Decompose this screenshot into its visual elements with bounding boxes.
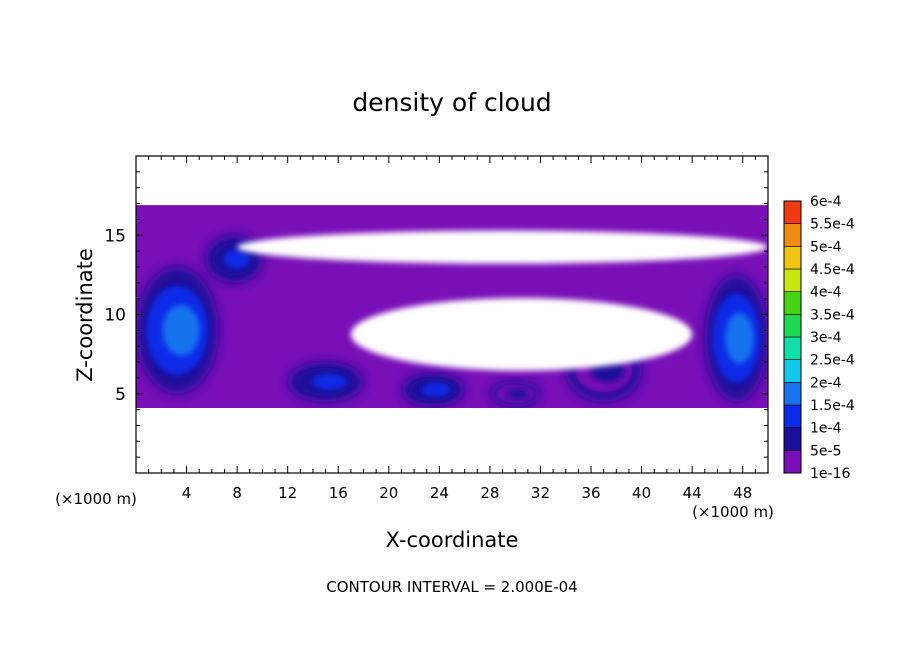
x-unit-label: (×1000 m) [55,490,137,508]
colorbar-swatch [783,291,802,315]
dense-patch-core [421,383,451,397]
colorbar-swatch [783,382,802,406]
colorbar-swatch [783,450,802,474]
colorbar-swatch [783,359,802,383]
y-axis-label: Z-coordinate [73,248,97,382]
colorbar-label: 3e-4 [810,330,842,346]
x-tick-label: 44 [683,484,702,502]
dense-patch-core [506,388,530,399]
y-tick-label: 5 [115,385,126,405]
chart-title: density of cloud [352,88,551,117]
colorbar-swatch [783,404,802,428]
x-tick-label: 36 [581,484,600,502]
colorbar-label: 1e-16 [810,466,850,482]
colorbar: 1e-16 5e-5 1e-4 1.5e-4 2e-4 2.5e-4 3e-4 3.5e-4 4… [783,194,855,482]
x-tick-label: 40 [632,484,651,502]
contour-interval-note: CONTOUR INTERVAL = 2.000E-04 [326,578,577,596]
y-tick-label: 10 [104,306,126,326]
x-tick-label: 28 [480,484,499,502]
colorbar-label: 5e-5 [810,443,841,459]
colorbar-label: 2e-4 [810,375,842,391]
colorbar-frame [783,200,802,474]
colorbar-swatch [783,223,802,247]
colorbar-swatch [783,268,802,292]
colorbar-label: 1.5e-4 [810,398,855,414]
dense-patch-core [725,312,754,364]
dense-patch-core [162,304,200,356]
x-tick-label: 32 [531,484,550,502]
colorbar-label: 1e-4 [810,421,842,437]
x-tick-label: 24 [430,484,449,502]
x-tick-label: 8 [232,484,242,502]
x-tick-label: 48 [733,484,752,502]
dense-patch-core [312,373,347,390]
x-tick-label: 20 [379,484,398,502]
colorbar-label: 5.5e-4 [810,217,855,233]
x-unit-label-right: (×1000 m) [692,503,774,521]
y-tick-label: 15 [104,226,126,246]
x-tick-label: 16 [329,484,348,502]
dense-patch-core [224,249,250,269]
density-field [136,156,768,473]
colorbar-label: 4.5e-4 [810,262,855,278]
clear-air-band [136,156,768,204]
colorbar-swatch [783,246,802,270]
x-tick-label: 12 [278,484,297,502]
colorbar-label: 5e-4 [810,239,842,255]
colorbar-label: 4e-4 [810,285,842,301]
colorbar-swatch [783,200,802,224]
colorbar-swatch [783,336,802,360]
clear-air-band [136,408,768,473]
x-axis: 4 8 12 16 20 24 28 32 36 40 44 48 [148,156,756,502]
colorbar-swatch [783,427,802,451]
x-tick-label: 4 [182,484,192,502]
colorbar-swatch [783,314,802,338]
x-axis-label: X-coordinate [386,528,519,552]
colorbar-label: 6e-4 [810,194,842,210]
y-axis: 5 10 15 [104,171,768,458]
clear-air-gap [350,297,693,371]
clear-air-gap [237,230,768,264]
colorbar-label: 3.5e-4 [810,307,855,323]
colorbar-label: 2.5e-4 [810,353,855,369]
